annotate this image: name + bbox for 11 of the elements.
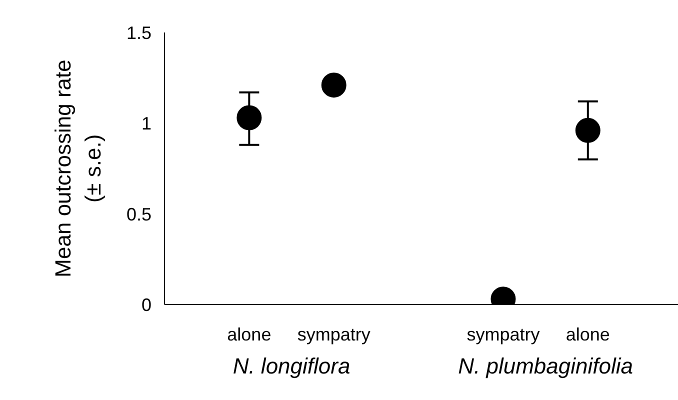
text: N. plumbaginifolia [458, 354, 633, 378]
y-tick-label: 0.5 [126, 204, 152, 224]
x-tick-label: alone [566, 324, 610, 344]
y-axis-title: Mean outcrossing rate (± s.e.) [50, 60, 106, 278]
x-tick-label: sympatry [297, 324, 370, 344]
y-tick-label: 0 [141, 295, 152, 315]
y-tick-label: 1 [141, 114, 152, 134]
y-tick-label: 1.5 [126, 23, 152, 43]
x-tick-label: sympatry [466, 324, 540, 344]
x-tick-label: alone [227, 324, 272, 344]
text: N. longiflora [232, 354, 350, 378]
